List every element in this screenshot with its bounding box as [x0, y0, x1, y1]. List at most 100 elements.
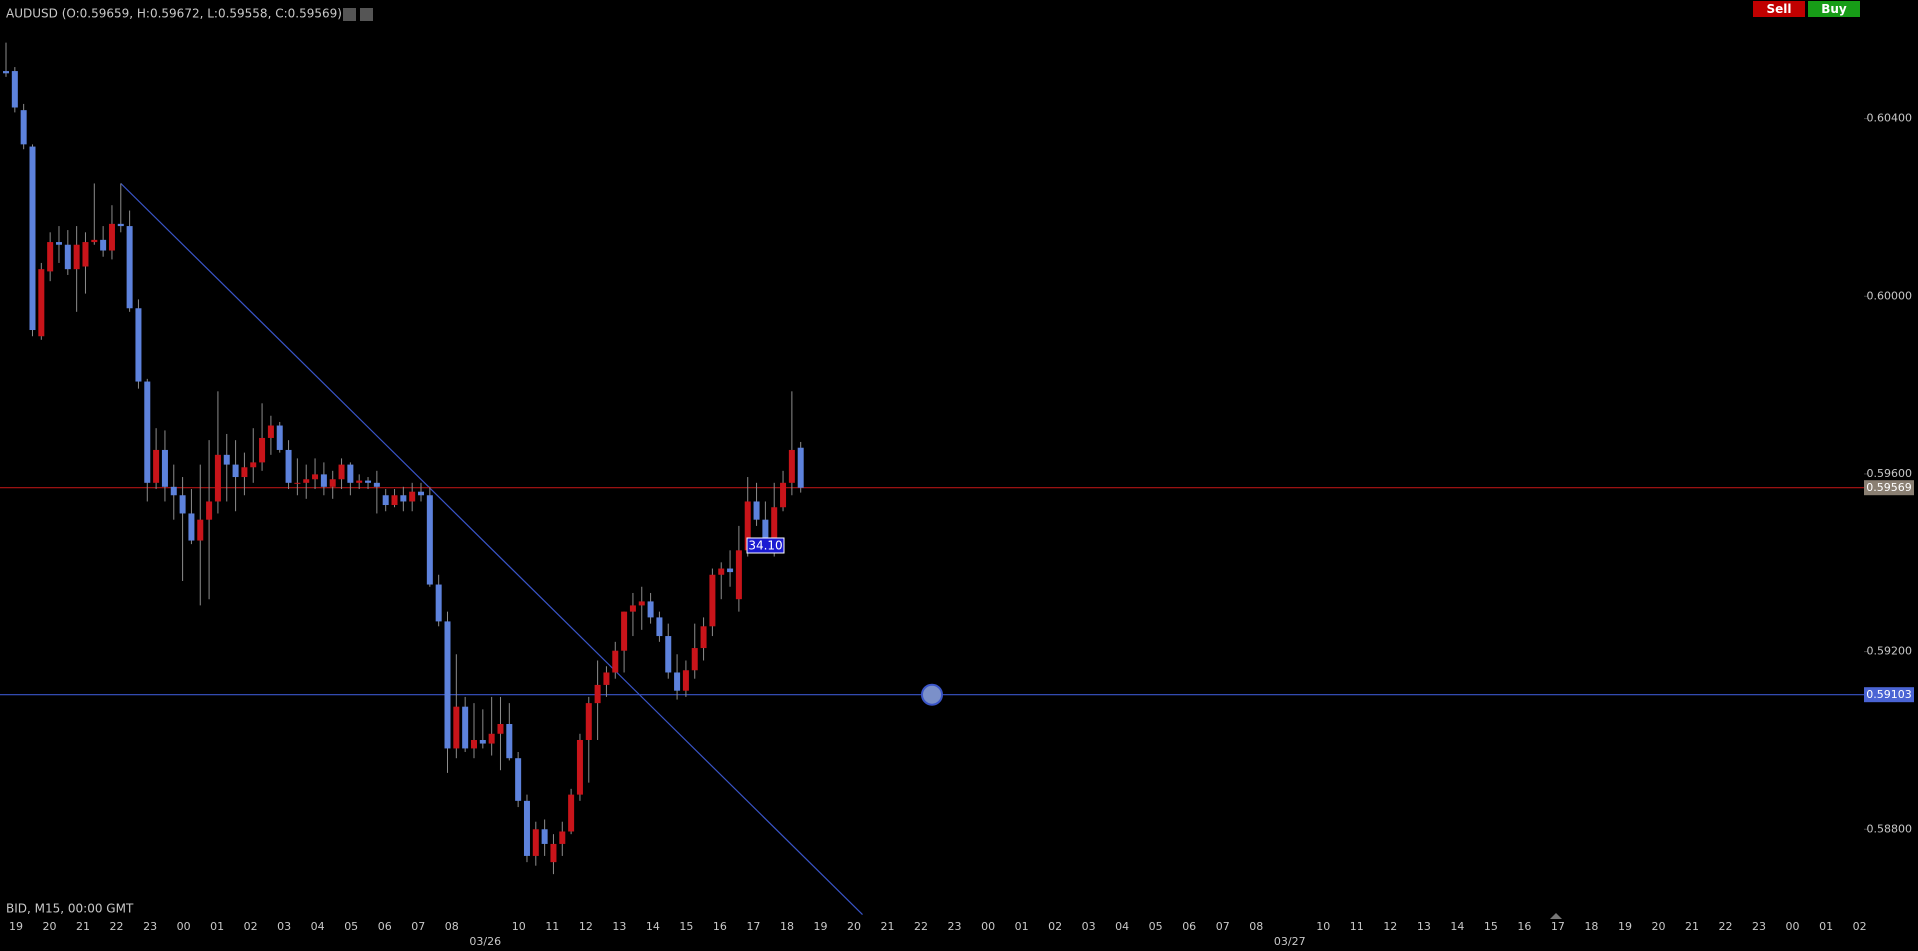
line-handle[interactable]: [921, 683, 943, 706]
candle-body: [161, 449, 168, 487]
candle-body: [674, 672, 681, 691]
x-tick-label: 06: [378, 920, 392, 933]
candle-body: [108, 223, 115, 251]
candle-body: [409, 491, 416, 502]
candle-body: [197, 519, 204, 541]
x-tick-label: 08: [1249, 920, 1263, 933]
y-tick-label: 0.59600: [1867, 467, 1913, 480]
candle-body: [365, 480, 372, 483]
candle-body: [232, 464, 239, 478]
candle-body: [38, 269, 45, 337]
candle-body: [488, 733, 495, 744]
sell-button[interactable]: [1753, 1, 1805, 17]
candle-body: [682, 670, 689, 691]
buy-button[interactable]: [1808, 1, 1860, 17]
candle-body: [603, 672, 610, 685]
chart-title: AUDUSD (O:0.59659, H:0.59672, L:0.59558,…: [6, 7, 342, 21]
candle-body: [462, 706, 469, 749]
date-label: 03/27: [1274, 935, 1306, 948]
x-tick-label: 19: [813, 920, 827, 933]
candle-body: [788, 449, 795, 483]
candle-body: [506, 724, 513, 759]
candle-body: [780, 482, 787, 508]
sell-label[interactable]: Sell: [1766, 2, 1791, 16]
y-tick-label: 0.60000: [1867, 289, 1913, 302]
candle-body: [276, 425, 283, 450]
x-tick-label: 00: [1786, 920, 1800, 933]
candle-body: [647, 601, 654, 618]
candle-body: [585, 703, 592, 740]
candle-body: [541, 829, 548, 844]
candle-body: [621, 611, 628, 651]
buy-label[interactable]: Buy: [1821, 2, 1847, 16]
icon-button[interactable]: [343, 8, 356, 21]
x-tick-label: 16: [1517, 920, 1531, 933]
candle-body: [523, 800, 530, 856]
candle-body: [762, 519, 769, 538]
y-tick-label: 0.60400: [1867, 112, 1913, 125]
price-label: 0.59103: [1866, 688, 1912, 701]
candle-body: [497, 724, 504, 734]
price-label-box: [1864, 687, 1914, 703]
x-tick-label: 03: [1082, 920, 1096, 933]
x-tick-label: 18: [780, 920, 794, 933]
candle-body: [568, 794, 575, 832]
x-tick-label: 13: [1417, 920, 1431, 933]
x-tick-label: 07: [1216, 920, 1230, 933]
x-tick-label: 00: [177, 920, 191, 933]
candle-body: [320, 474, 327, 487]
x-tick-label: 22: [110, 920, 124, 933]
x-tick-label: 22: [914, 920, 928, 933]
x-tick-label: 04: [311, 920, 325, 933]
x-tick-label: 18: [1584, 920, 1598, 933]
candle-body: [479, 739, 486, 744]
candle-body: [612, 650, 619, 673]
candle-body: [47, 242, 54, 272]
candle-body: [11, 71, 18, 108]
x-tick-label: 14: [646, 920, 660, 933]
subtitle: BID, M15, 00:00 GMT: [6, 902, 134, 916]
x-tick-label: 19: [1618, 920, 1632, 933]
price-label: 0.59569: [1866, 481, 1912, 494]
candle-body: [735, 550, 742, 600]
candle-body: [391, 495, 398, 506]
x-tick-label: 16: [713, 920, 727, 933]
x-tick-label: 05: [344, 920, 358, 933]
candle-body: [29, 146, 36, 331]
x-tick-label: 11: [1350, 920, 1364, 933]
candle-body: [347, 464, 354, 483]
x-tick-label: 14: [1450, 920, 1464, 933]
candle-body: [170, 486, 177, 496]
x-tick-label: 02: [1853, 920, 1867, 933]
y-tick-label: 0.59200: [1867, 645, 1913, 658]
candle-body: [100, 239, 107, 251]
candle-body: [400, 495, 407, 502]
candle-body: [515, 758, 522, 801]
x-tick-label: 19: [9, 920, 23, 933]
candle-body: [214, 454, 221, 502]
y-tick-label: 0.58800: [1867, 822, 1913, 835]
candle-body: [550, 843, 557, 863]
icon-button[interactable]: [360, 8, 373, 21]
time-marker: [1550, 913, 1562, 919]
candle-body: [718, 568, 725, 575]
x-tick-label: 23: [948, 920, 962, 933]
x-tick-label: 20: [43, 920, 57, 933]
candle-body: [700, 626, 707, 649]
x-tick-label: 17: [1551, 920, 1565, 933]
x-tick-label: 20: [1651, 920, 1665, 933]
candle-body: [267, 425, 274, 438]
candle-body: [285, 449, 292, 483]
candle-body: [135, 308, 142, 382]
candle-body: [771, 507, 778, 538]
candle-body: [250, 462, 257, 468]
candle-body: [753, 501, 760, 520]
trendline: [120, 183, 863, 915]
x-tick-label: 01: [1015, 920, 1029, 933]
candle-body: [435, 584, 442, 622]
x-tick-label: 21: [881, 920, 895, 933]
candle-body: [665, 636, 672, 673]
candle-body: [259, 437, 266, 463]
candle-body: [82, 242, 89, 267]
